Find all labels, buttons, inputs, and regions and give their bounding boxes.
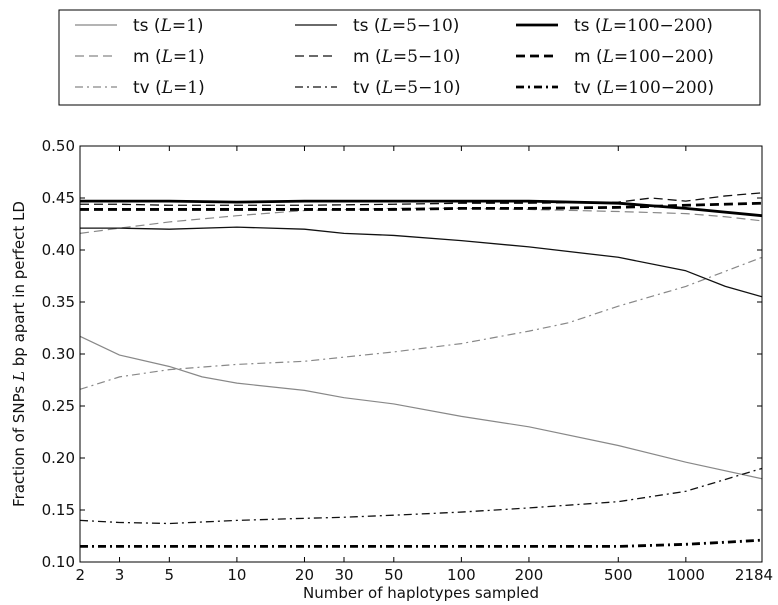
x-tick-label: 10 bbox=[227, 566, 246, 584]
x-tick-label: 1000 bbox=[667, 566, 705, 584]
series-line-5 bbox=[80, 467, 762, 525]
x-axis-title: Number of haplotypes sampled bbox=[303, 584, 539, 602]
y-tick-label: 0.35 bbox=[42, 293, 75, 311]
plot-area bbox=[79, 145, 763, 563]
x-tick-label: 5 bbox=[165, 566, 175, 584]
series-line-2 bbox=[80, 256, 762, 390]
x-tick-label: 100 bbox=[447, 566, 476, 584]
series-line-4 bbox=[80, 192, 762, 206]
x-axis: 2 3 5 10 20 30 50 100 200 500 1000 2184 bbox=[75, 146, 773, 584]
y-axis-title: Fraction of SNPs L bp apart in perfect L… bbox=[10, 201, 28, 507]
series-line-1 bbox=[80, 207, 762, 234]
y-tick-label: 0.30 bbox=[42, 345, 75, 363]
y-axis: 0.10 0.15 0.20 0.25 0.30 0.35 0.40 0.45 0.50 bbox=[42, 137, 762, 571]
x-tick-label: 2 bbox=[75, 566, 85, 584]
legend-label: m (L=5−10) bbox=[353, 47, 460, 67]
y-tick-label: 0.25 bbox=[42, 397, 75, 415]
x-tick-label: 200 bbox=[515, 566, 544, 584]
series-line-8 bbox=[80, 538, 762, 548]
x-tick-label: 500 bbox=[604, 566, 633, 584]
y-tick-label: 0.15 bbox=[42, 501, 75, 519]
legend-label: tv (L=1) bbox=[133, 78, 205, 98]
series-line-3 bbox=[80, 226, 762, 298]
x-tick-label: 30 bbox=[334, 566, 353, 584]
legend-label: m (L=100−200) bbox=[574, 47, 714, 67]
legend-frame bbox=[58, 9, 761, 106]
x-tick-label: 20 bbox=[295, 566, 314, 584]
y-tick-label: 0.50 bbox=[42, 137, 75, 155]
legend-label: tv (L=100−200) bbox=[574, 78, 714, 98]
y-tick-label: 0.10 bbox=[42, 553, 75, 571]
legend-label: ts (L=5−10) bbox=[353, 16, 459, 36]
x-tick-label: 2184 bbox=[735, 566, 773, 584]
y-tick-label: 0.40 bbox=[42, 241, 75, 259]
legend-label: ts (L=1) bbox=[133, 16, 204, 36]
x-tick-label: 3 bbox=[115, 566, 125, 584]
legend-label: ts (L=100−200) bbox=[574, 16, 713, 36]
x-tick-label: 50 bbox=[384, 566, 403, 584]
series-line-7 bbox=[80, 201, 762, 211]
legend: ts (L=1) m (L=1) tv (L=1) ts (L=5−10) m (L=5… bbox=[58, 9, 761, 106]
legend-label: m (L=1) bbox=[133, 47, 205, 67]
series-line-0 bbox=[80, 335, 762, 480]
series-group bbox=[80, 192, 762, 548]
legend-label: tv (L=5−10) bbox=[353, 78, 461, 98]
y-tick-label: 0.45 bbox=[42, 189, 75, 207]
series-line-6 bbox=[80, 199, 762, 218]
y-tick-label: 0.20 bbox=[42, 449, 75, 467]
